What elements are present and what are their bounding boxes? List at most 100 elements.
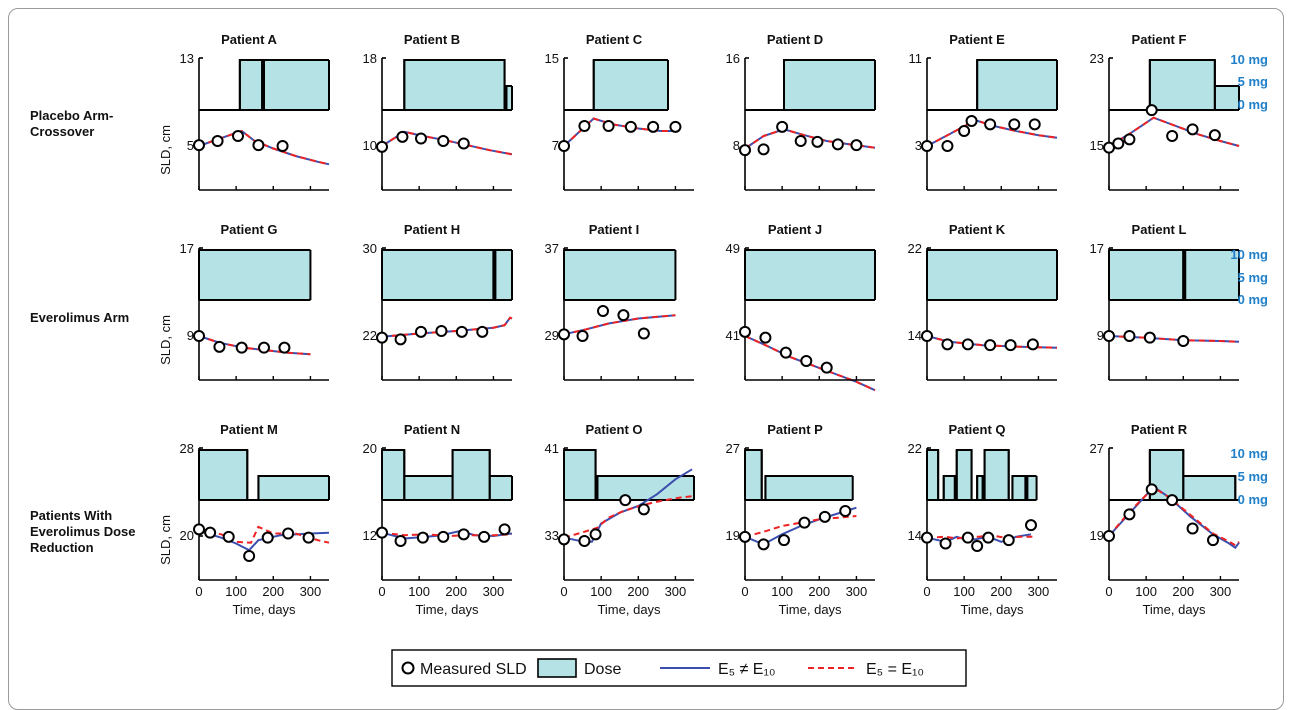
y-tick-label: 30 <box>363 241 377 256</box>
dose-outline <box>1109 59 1239 111</box>
measured-sld-point <box>415 325 427 338</box>
x-tick-label: 300 <box>300 584 322 599</box>
measured-sld-point <box>558 328 570 341</box>
measured-sld-point <box>961 531 974 544</box>
x-tick-label: 300 <box>483 584 505 599</box>
measured-sld-point <box>437 135 450 147</box>
panel-patient-h: Patient H 30 22 <box>363 222 513 381</box>
measured-sld-point <box>984 339 997 352</box>
x-tick-label: 200 <box>445 584 467 599</box>
panel-title: Patient E <box>949 32 1005 47</box>
panel-title: Patient K <box>949 222 1006 237</box>
panel-patient-n: Patient N 20 12 0 100 200 300 Time, days <box>363 422 513 617</box>
model-line-e5-ne-e10 <box>381 529 513 540</box>
measured-sld-point <box>278 341 291 354</box>
measured-sld-point <box>739 144 751 157</box>
y-tick-label: 3 <box>915 138 922 153</box>
measured-sld-point <box>258 341 270 354</box>
legend-marker-measured <box>401 661 415 675</box>
measured-sld-point <box>602 120 615 132</box>
measured-sld-point <box>1166 494 1179 507</box>
dose-segment <box>1185 250 1239 300</box>
row-label: Placebo Arm- <box>30 108 113 123</box>
y-tick-label: 14 <box>908 528 922 543</box>
measured-sld-point <box>1112 137 1125 150</box>
measured-sld-point <box>394 333 407 346</box>
panel-title: Patient B <box>404 32 460 47</box>
dose-level-label: 0 mg <box>1238 97 1268 112</box>
panel-title: Patient J <box>768 222 822 237</box>
dose-outline <box>745 449 853 501</box>
y-tick-label: 22 <box>908 441 922 456</box>
legend-label-model1: E₅ ≠ E₁₀ <box>718 661 776 678</box>
dose-segment <box>239 60 263 110</box>
measured-sld-point <box>415 132 427 145</box>
y-tick-label: 11 <box>909 51 923 66</box>
dose-segment <box>1012 476 1026 500</box>
dose-segment <box>977 476 983 500</box>
model-line-e5-eq-e10 <box>926 534 1035 540</box>
measured-sld-point <box>984 118 997 131</box>
y-axis-label: SLD, cm <box>158 515 173 565</box>
measured-sld-point <box>831 138 844 151</box>
x-tick-label: 200 <box>808 584 830 599</box>
measured-sld-point <box>376 140 388 153</box>
panel-patient-o: Patient O 41 33 0 100 200 300 Time, days <box>545 422 695 617</box>
dose-segment <box>597 476 694 500</box>
measured-sld-point <box>1186 522 1199 535</box>
dose-segment <box>745 450 762 500</box>
panel-patient-f: Patient F 23 15 <box>1090 32 1240 191</box>
dose-segment <box>1027 476 1037 500</box>
measured-sld-point <box>1186 123 1199 136</box>
dose-segment <box>943 476 955 500</box>
dose-level-label: 10 mg <box>1230 52 1268 67</box>
x-tick-label: 0 <box>378 584 385 599</box>
x-tick-label: 200 <box>990 584 1012 599</box>
x-axis-label: Time, days <box>1142 602 1206 617</box>
measured-sld-point <box>457 137 470 150</box>
measured-sld-point <box>1145 104 1158 117</box>
model-line-e5-eq-e10 <box>744 335 876 392</box>
dose-level-label: 5 mg <box>1238 270 1268 285</box>
x-tick-label: 200 <box>1172 584 1194 599</box>
measured-sld-point <box>961 338 974 351</box>
dose-segment <box>784 60 875 110</box>
measured-sld-point <box>939 537 952 550</box>
panel-patient-i: Patient I 37 29 <box>545 222 694 381</box>
measured-sld-point <box>476 325 489 338</box>
panel-title: Patient D <box>767 32 823 47</box>
measured-sld-point <box>252 139 265 152</box>
measured-sld-point <box>757 538 770 551</box>
measured-sld-point <box>193 139 205 152</box>
measured-sld-point <box>739 325 751 338</box>
measured-sld-point <box>578 120 591 132</box>
y-tick-label: 18 <box>363 51 377 66</box>
measured-sld-point <box>647 120 660 133</box>
measured-sld-point <box>1025 519 1037 532</box>
model-line-e5-eq-e10 <box>563 314 676 336</box>
measured-sld-point <box>1002 534 1015 547</box>
measured-sld-point <box>435 325 448 337</box>
model-line-e5-eq-e10 <box>198 335 311 356</box>
measured-sld-point <box>794 135 807 147</box>
measured-sld-point <box>1123 133 1136 146</box>
measured-sld-point <box>921 531 933 544</box>
y-tick-label: 29 <box>545 328 559 343</box>
measured-sld-point <box>839 505 852 517</box>
measured-sld-point <box>798 516 811 529</box>
measured-sld-point <box>619 494 632 507</box>
measured-sld-point <box>850 139 863 152</box>
measured-sld-point <box>818 510 831 523</box>
measured-sld-point <box>982 531 995 544</box>
measured-sld-point <box>776 120 789 133</box>
measured-sld-point <box>1166 130 1179 142</box>
measured-sld-point <box>396 130 409 143</box>
y-tick-label: 9 <box>1097 328 1104 343</box>
panel-patient-d: Patient D 16 8 <box>726 32 876 191</box>
y-tick-label: 15 <box>545 51 559 66</box>
measured-sld-point <box>958 125 971 137</box>
y-tick-label: 5 <box>187 138 194 153</box>
measured-sld-point <box>941 338 954 351</box>
measured-sld-point <box>232 130 244 142</box>
